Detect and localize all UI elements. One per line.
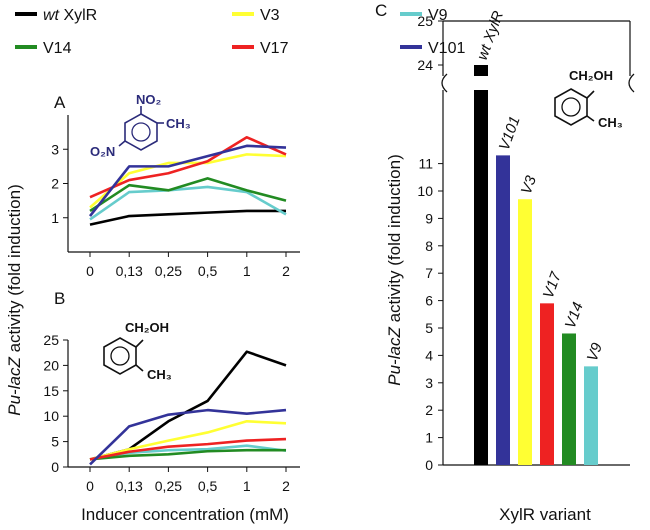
bar-label-v101: V101: [496, 114, 524, 153]
series-line-v17: [89, 135, 287, 199]
y-tick-label: 10: [417, 183, 433, 199]
y-tick-label: 4: [425, 347, 433, 363]
y-tick-label: 25: [417, 13, 433, 29]
y-tick-label: 20: [43, 357, 59, 373]
y-tick-label: 1: [51, 210, 59, 226]
axis-break-mark-right: [628, 73, 635, 93]
legend-prefix: wt: [43, 7, 63, 24]
y-tick-label: 10: [43, 408, 59, 424]
y-tick-label: 7: [425, 265, 433, 281]
y-tick-label: 5: [425, 320, 433, 336]
hydroxymethyl-group-label-c: CH₂OH: [569, 68, 613, 83]
panel-a-chart: 1 2 3 0 0,13 0,25 0,5 1 2: [51, 115, 300, 279]
y-tick-label: 2: [425, 402, 433, 418]
x-axis-label-left: Inducer concentration (mM): [81, 505, 289, 524]
y-axis-label-right: Pu-lacZ activity (fold induction): [385, 154, 404, 385]
y-tick-label: 2: [51, 176, 59, 192]
x-axis-label-right: XylR variant: [499, 505, 591, 524]
x-tick-label: 0,25: [155, 263, 182, 279]
series-line-v101: [88, 144, 287, 217]
benzyl-alcohol-structure-icon-c: CH₂OH CH₃: [554, 68, 623, 130]
y-tick-label: 11: [418, 156, 433, 172]
bar-v3: [518, 199, 532, 465]
y-tick-label: 3: [425, 375, 433, 391]
axis-break-mark-left: [441, 73, 448, 93]
legend: wt XylR V3 V9 V14 V17 V101: [15, 7, 465, 57]
y-tick-label: 3: [51, 141, 59, 157]
series-line-v14: [89, 177, 287, 212]
y-tick-label: 15: [43, 383, 59, 399]
bar-label-v14: V14: [562, 300, 587, 331]
x-tick-label: 0,25: [155, 478, 182, 494]
x-tick-label: 0: [86, 478, 94, 494]
panel-b-label: B: [54, 289, 65, 308]
legend-label-1: wt XylR: [43, 7, 97, 24]
x-tick-label: 0,5: [198, 478, 218, 494]
x-tick-label: 2: [282, 478, 290, 494]
x-tick-label: 1: [243, 263, 251, 279]
legend-label-2: V3: [260, 7, 280, 24]
series-line-v9: [89, 185, 287, 221]
methyl-group-label: CH₃: [166, 116, 191, 131]
legend-label-5: V17: [260, 40, 289, 57]
bar-label-v17: V17: [540, 269, 565, 301]
bar-wt-xylr-lower: [474, 90, 488, 465]
series-line-v101: [89, 408, 287, 466]
bar-v101: [496, 155, 510, 465]
panel-b-chart: 0 5 10 15 20 25 0 0,13 0,25 0,5 1 2: [43, 332, 300, 494]
bar-wt-xylr-upper: [474, 65, 488, 76]
x-tick-label: 1: [243, 478, 251, 494]
series-line-wt-xylr: [89, 209, 286, 226]
panel-c-label: C: [375, 1, 387, 20]
bar-v9: [584, 366, 598, 465]
methyl-group-label-c: CH₃: [598, 115, 623, 130]
bar-label-v3: V3: [518, 173, 540, 197]
y-tick-label: 6: [425, 293, 433, 309]
bar-label-v9: V9: [584, 340, 606, 364]
y-tick-label: 24: [417, 57, 433, 73]
y-tick-label: 9: [425, 210, 433, 226]
nitrotoluene-structure-icon: NO₂ CH₃ O₂N: [90, 92, 191, 159]
series-line-v3: [89, 419, 287, 461]
y-tick-label: 1: [425, 430, 433, 446]
y-tick-label: 0: [51, 459, 59, 475]
x-tick-label: 2: [282, 263, 290, 279]
bar-v17: [540, 303, 554, 465]
legend-name: V9: [428, 7, 448, 24]
bar-v14: [562, 333, 576, 465]
series-line-v3: [89, 153, 287, 209]
x-tick-label: 0,5: [198, 263, 218, 279]
methyl-group-label-b: CH₃: [147, 367, 172, 382]
y-tick-label: 8: [425, 238, 433, 254]
y-axis-label-left: Pu-lacZ activity (fold induction): [5, 184, 24, 415]
x-tick-label: 0: [86, 263, 94, 279]
legend-name: V101: [428, 40, 465, 57]
x-tick-label: 0,13: [116, 263, 143, 279]
y-tick-label: 0: [425, 457, 433, 473]
bar-label-wt-xylr: wt XylR: [474, 9, 507, 63]
series-line-wt-xylr: [89, 350, 287, 461]
legend-name: V14: [43, 40, 72, 57]
legend-name: V3: [260, 7, 280, 24]
nitro-group-label-2: O₂N: [90, 144, 115, 159]
legend-label-4: V14: [43, 40, 72, 57]
series-line-v17: [89, 437, 287, 461]
legend-label-3: V9: [428, 7, 448, 24]
hydroxymethyl-group-label: CH₂OH: [125, 320, 169, 335]
legend-name: XylR: [63, 7, 97, 24]
panel-a-label: A: [54, 93, 66, 112]
y-tick-label: 25: [43, 332, 59, 348]
legend-label-6: V101: [428, 40, 465, 57]
series-line-v14: [89, 448, 286, 461]
x-tick-label: 0,13: [116, 478, 143, 494]
y-tick-label: 5: [51, 434, 59, 450]
benzyl-alcohol-structure-icon-b: CH₂OH CH₃: [103, 320, 172, 382]
legend-name: V17: [260, 40, 289, 57]
nitro-group-label: NO₂: [136, 92, 162, 107]
